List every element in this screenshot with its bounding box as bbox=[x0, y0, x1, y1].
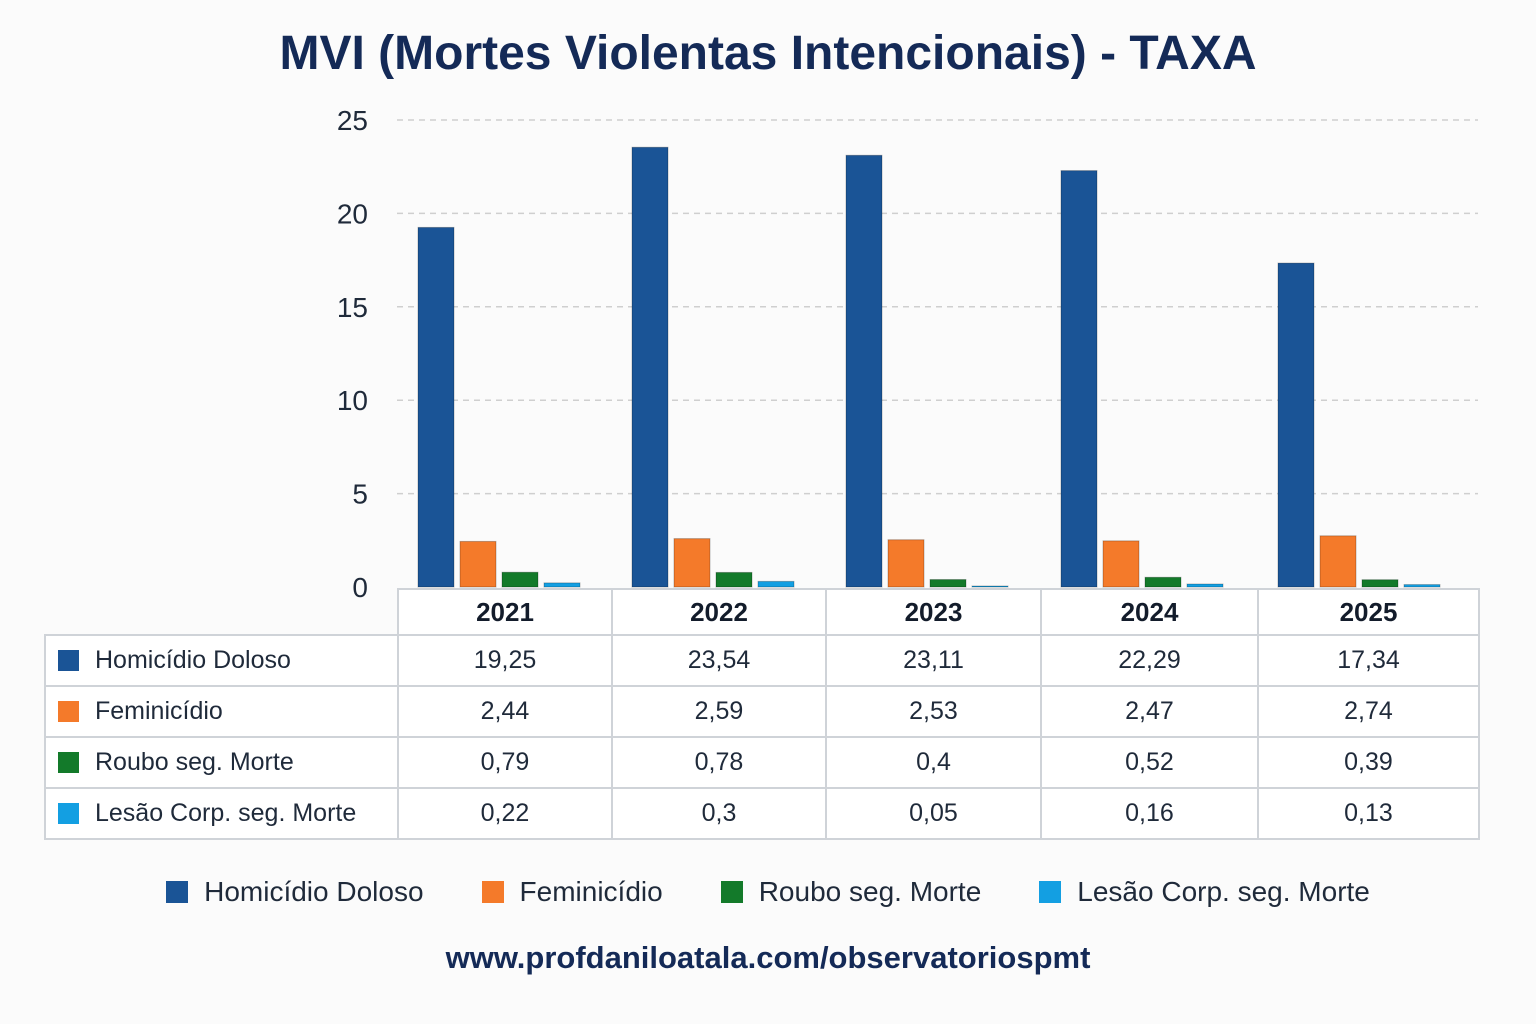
bar bbox=[501, 571, 539, 588]
legend-label: Homicídio Doloso bbox=[204, 876, 424, 907]
bar bbox=[715, 571, 753, 588]
bar bbox=[459, 540, 497, 588]
data-label: 19,25 bbox=[397, 634, 613, 687]
legend-swatch bbox=[720, 881, 743, 903]
bar bbox=[1186, 583, 1224, 588]
legend-swatch bbox=[1039, 881, 1062, 903]
series-name: Roubo seg. Morte bbox=[95, 748, 294, 776]
data-label: 0,79 bbox=[397, 736, 613, 789]
bar bbox=[417, 226, 455, 588]
table-header-year: 2021 bbox=[397, 588, 613, 636]
legend-label: Roubo seg. Morte bbox=[758, 876, 982, 907]
table-header-year: 2022 bbox=[611, 588, 827, 636]
table-header-year: 2023 bbox=[825, 588, 1042, 636]
series-name: Feminicídio bbox=[95, 697, 223, 725]
table-corner bbox=[45, 589, 398, 635]
legend-item: Roubo seg. Morte bbox=[720, 876, 982, 908]
y-tick-label: 25 bbox=[337, 105, 368, 136]
legend-item: Feminicídio bbox=[481, 876, 663, 908]
series-swatch bbox=[58, 650, 79, 671]
legend-item: Lesão Corp. seg. Morte bbox=[1039, 876, 1370, 908]
bar bbox=[631, 146, 669, 588]
legend-swatch bbox=[166, 881, 189, 903]
series-name: Lesão Corp. seg. Morte bbox=[95, 799, 357, 827]
data-table: 2021 2022 2023 2024 2025 Homicídio Dolos… bbox=[44, 588, 1480, 840]
table-header-year: 2025 bbox=[1257, 588, 1480, 636]
table-header-row: 2021 2022 2023 2024 2025 bbox=[45, 588, 1480, 636]
bar bbox=[887, 539, 925, 588]
bar bbox=[1144, 576, 1182, 588]
data-label: 0,4 bbox=[825, 736, 1042, 789]
data-label: 2,53 bbox=[825, 685, 1042, 738]
bar bbox=[1361, 579, 1399, 588]
bar bbox=[673, 538, 711, 588]
y-tick-label: 20 bbox=[337, 198, 368, 229]
legend-label: Feminicídio bbox=[519, 876, 663, 907]
table-row: Feminicídio 2,44 2,59 2,53 2,47 2,74 bbox=[44, 685, 1480, 738]
bar bbox=[845, 154, 883, 588]
table-row: Roubo seg. Morte 0,79 0,78 0,4 0,52 0,39 bbox=[44, 736, 1480, 789]
series-label-cell: Feminicídio bbox=[44, 685, 399, 738]
bar bbox=[1102, 540, 1140, 588]
source-url: www.profdaniloatala.com/observatoriospmt bbox=[445, 940, 1091, 975]
bar bbox=[543, 582, 581, 588]
bar bbox=[1403, 584, 1441, 588]
data-label: 0,39 bbox=[1257, 736, 1480, 789]
data-label: 2,47 bbox=[1040, 685, 1259, 738]
series-label-cell: Roubo seg. Morte bbox=[44, 736, 399, 789]
series-swatch bbox=[58, 752, 79, 773]
data-label: 17,34 bbox=[1257, 634, 1480, 687]
series-label-cell: Lesão Corp. seg. Morte bbox=[44, 787, 399, 840]
data-label: 0,52 bbox=[1040, 736, 1259, 789]
bar bbox=[971, 585, 1009, 588]
gridlines bbox=[397, 119, 1478, 495]
bars bbox=[417, 146, 1441, 588]
y-tick-label: 5 bbox=[352, 479, 368, 510]
bar bbox=[1060, 170, 1098, 588]
data-label: 0,78 bbox=[611, 736, 827, 789]
series-name: Homicídio Doloso bbox=[95, 646, 291, 674]
data-label: 2,74 bbox=[1257, 685, 1480, 738]
data-label: 2,44 bbox=[397, 685, 613, 738]
data-label: 0,3 bbox=[611, 787, 827, 840]
series-label-cell: Homicídio Doloso bbox=[44, 634, 399, 687]
chart-legend: Homicídio Doloso Feminicídio Roubo seg. … bbox=[0, 876, 1536, 908]
data-label: 0,05 bbox=[825, 787, 1042, 840]
data-label: 0,13 bbox=[1257, 787, 1480, 840]
data-label: 0,16 bbox=[1040, 787, 1259, 840]
bar-chart: 0 5 10 15 20 25 bbox=[337, 105, 1478, 600]
y-tick-label: 0 bbox=[352, 572, 368, 600]
table-row: Lesão Corp. seg. Morte 0,22 0,3 0,05 0,1… bbox=[44, 787, 1480, 840]
data-label: 22,29 bbox=[1040, 634, 1259, 687]
table-row: Homicídio Doloso 19,25 23,54 23,11 22,29… bbox=[44, 634, 1480, 687]
bar bbox=[929, 579, 967, 588]
legend-item: Homicídio Doloso bbox=[166, 876, 424, 908]
y-tick-label: 10 bbox=[337, 385, 368, 416]
series-swatch bbox=[58, 803, 79, 824]
legend-label: Lesão Corp. seg. Morte bbox=[1077, 876, 1370, 907]
data-label: 23,11 bbox=[825, 634, 1042, 687]
y-axis-ticks: 0 5 10 15 20 25 bbox=[337, 105, 368, 600]
data-label: 23,54 bbox=[611, 634, 827, 687]
bar bbox=[757, 580, 795, 588]
bar bbox=[1319, 535, 1357, 588]
legend-swatch bbox=[481, 881, 504, 903]
data-label: 0,22 bbox=[397, 787, 613, 840]
y-tick-label: 15 bbox=[337, 292, 368, 323]
series-swatch bbox=[58, 701, 79, 722]
bar bbox=[1277, 262, 1315, 588]
data-label: 2,59 bbox=[611, 685, 827, 738]
table-header-year: 2024 bbox=[1040, 588, 1259, 636]
chart-title: MVI (Mortes Violentas Intencionais) - TA… bbox=[279, 27, 1257, 80]
